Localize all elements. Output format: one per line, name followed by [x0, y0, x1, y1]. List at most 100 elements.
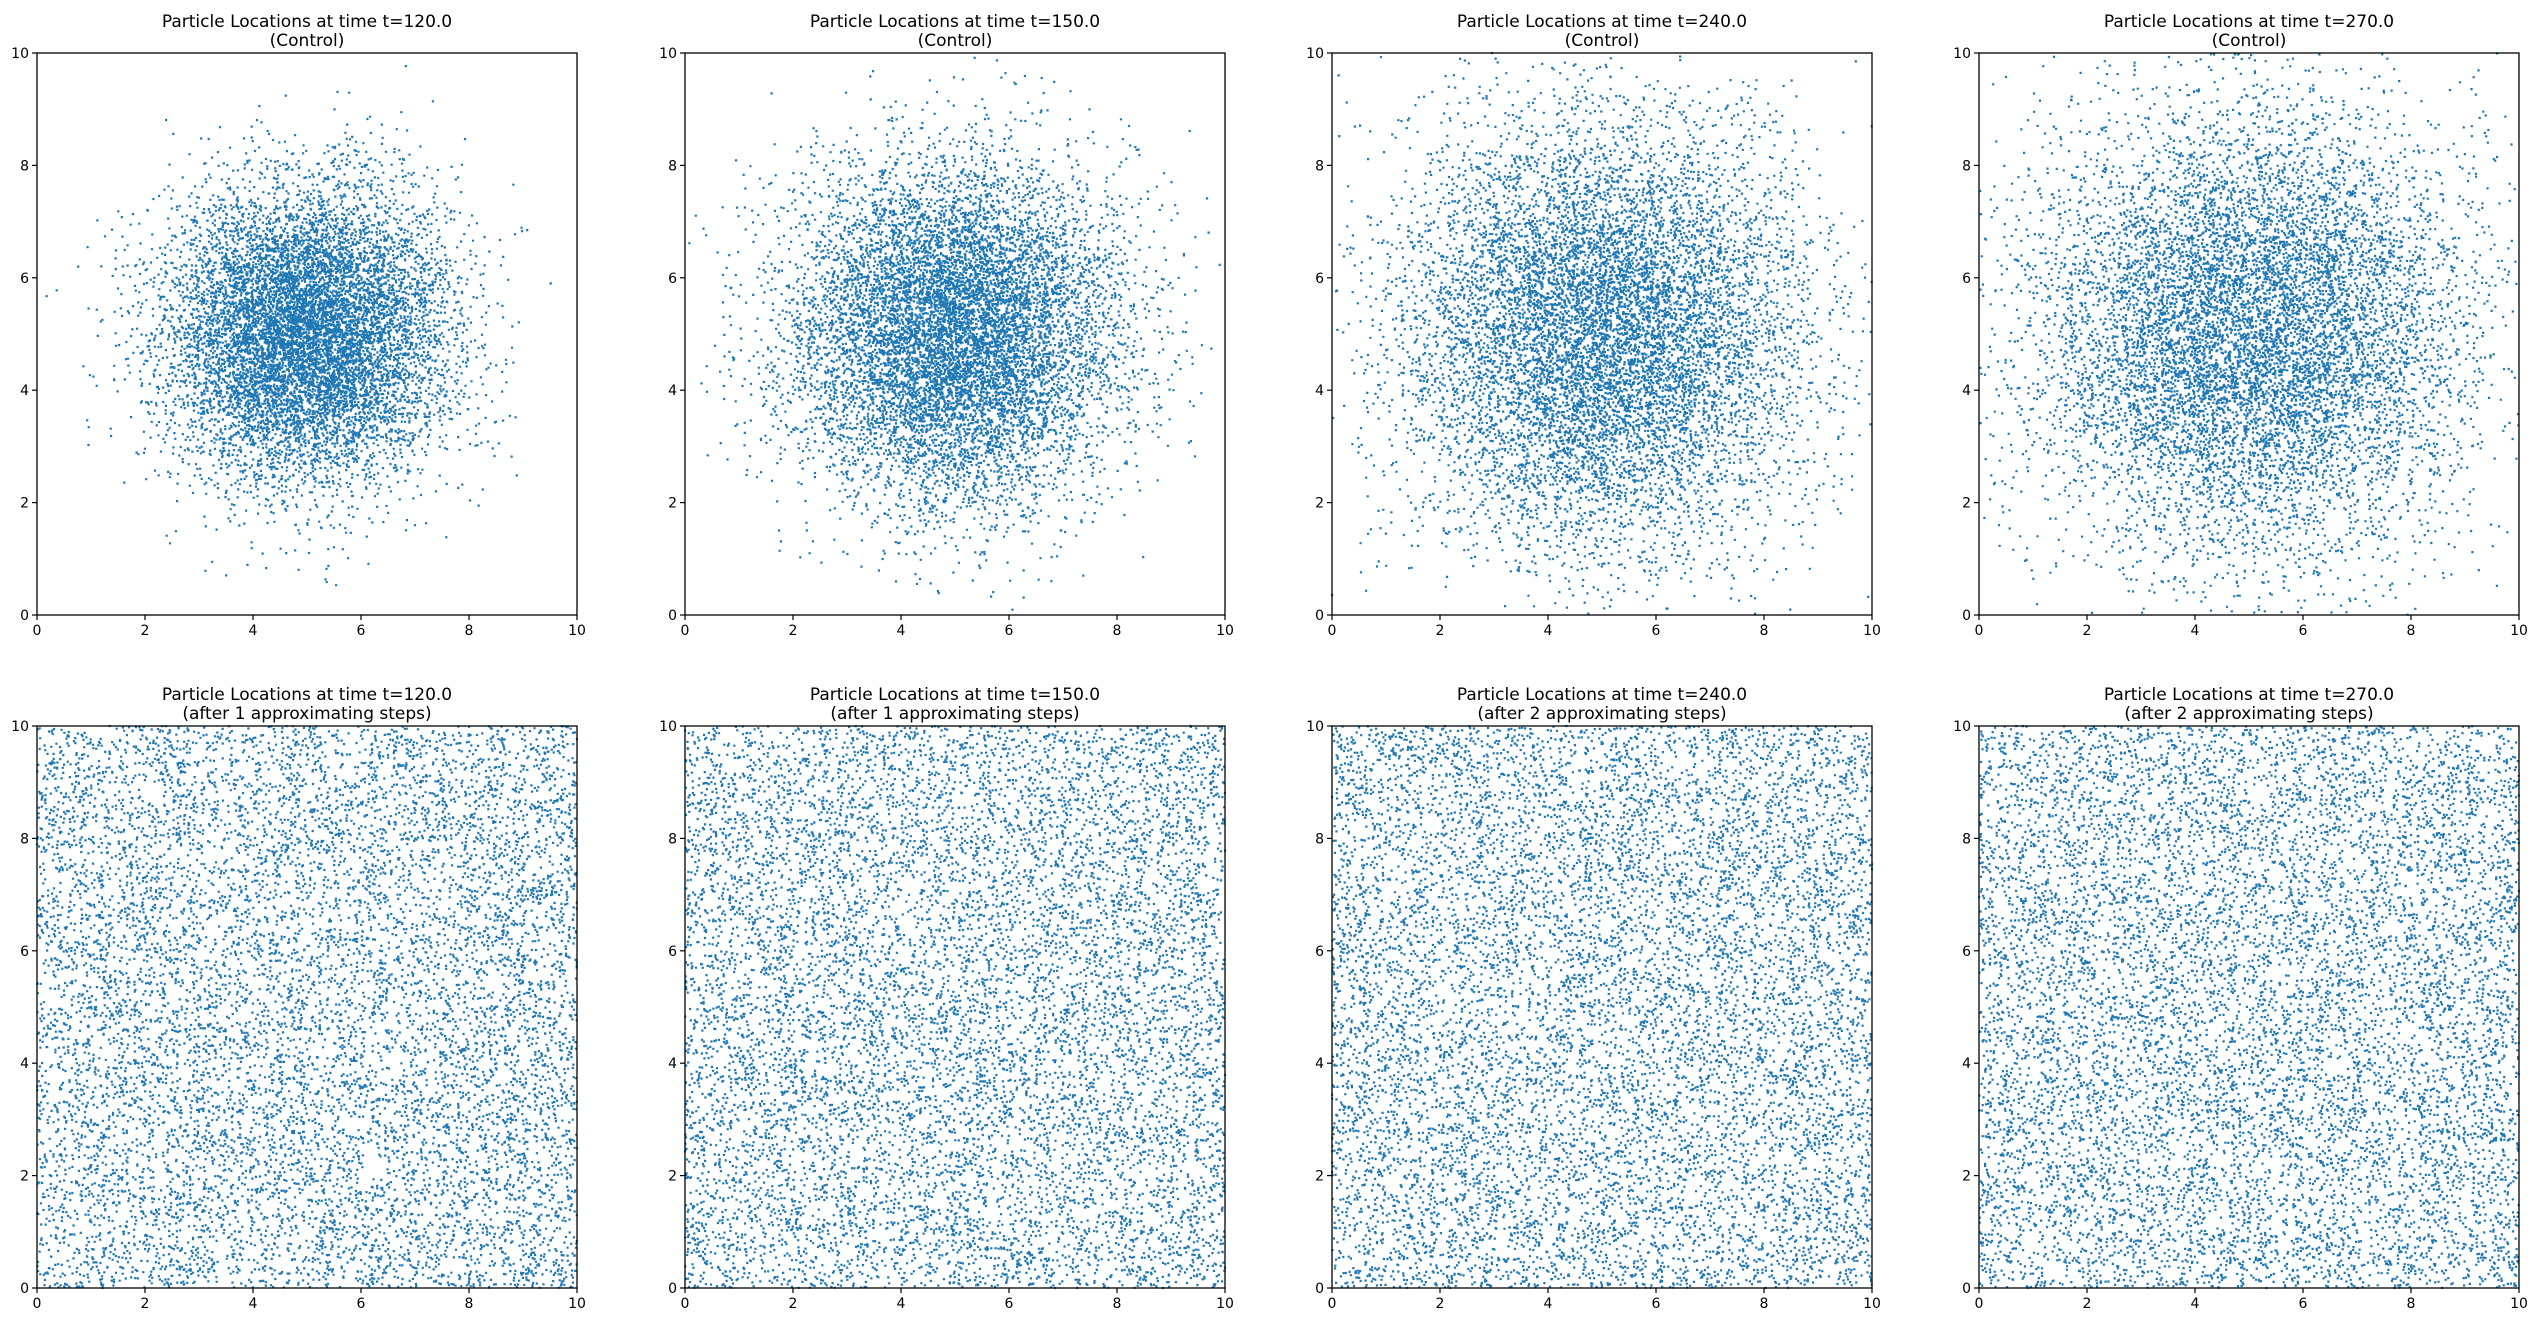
- subplot-subtitle: (Control): [918, 31, 993, 51]
- subplot-title: Particle Locations at time t=240.0: [1457, 685, 1747, 705]
- scatter-marker-set: [1330, 724, 1874, 1289]
- x-tick-label: 6: [357, 1296, 366, 1312]
- x-tick-label: 0: [1328, 623, 1337, 639]
- subplot-title: Particle Locations at time t=270.0: [2104, 12, 2394, 32]
- x-tick-label: 0: [1328, 1296, 1337, 1312]
- x-tick-label: 8: [1760, 623, 1769, 639]
- y-tick-label: 6: [668, 271, 677, 287]
- subplot-subtitle: (after 2 approximating steps): [2124, 704, 2373, 724]
- y-tick-label: 0: [20, 1281, 29, 1297]
- y-tick-label: 10: [1953, 46, 1971, 62]
- scatter-points: [684, 724, 1227, 1290]
- subplot-title: Particle Locations at time t=150.0: [810, 12, 1100, 32]
- y-tick-label: 8: [20, 158, 29, 174]
- y-tick-label: 0: [668, 608, 677, 624]
- subplot-title: Particle Locations at time t=150.0: [810, 685, 1100, 705]
- x-tick-label: 2: [2083, 623, 2092, 639]
- y-tick-label: 2: [668, 496, 677, 512]
- y-tick-label: 0: [1315, 608, 1324, 624]
- y-tick-label: 0: [1315, 1281, 1324, 1297]
- y-tick-label: 10: [1306, 719, 1324, 735]
- y-tick-label: 4: [20, 383, 29, 399]
- axes-frame: [684, 725, 1226, 1289]
- x-tick-label: 0: [1975, 623, 1984, 639]
- scatter-points: [1979, 52, 2520, 616]
- y-tick-label: 6: [668, 944, 677, 960]
- y-tick-label: 8: [1315, 158, 1324, 174]
- x-tick-label: 0: [1975, 1296, 1984, 1312]
- subplot-5: Particle Locations at time t=120.0(after…: [11, 685, 586, 1312]
- x-tick-label: 6: [1652, 623, 1661, 639]
- scatter-points: [688, 56, 1221, 611]
- subplot-subtitle: (after 2 approximating steps): [1477, 704, 1726, 724]
- x-tick-label: 2: [1436, 1296, 1445, 1312]
- y-tick-label: 6: [1962, 271, 1971, 287]
- x-tick-label: 4: [1544, 623, 1553, 639]
- x-tick-label: 4: [897, 1296, 906, 1312]
- y-tick-label: 2: [1962, 496, 1971, 512]
- y-tick-label: 10: [1306, 46, 1324, 62]
- x-tick-label: 4: [249, 623, 258, 639]
- y-tick-label: 2: [20, 1169, 29, 1185]
- y-tick-label: 2: [1315, 496, 1324, 512]
- y-tick-label: 0: [668, 1281, 677, 1297]
- y-tick-label: 6: [20, 944, 29, 960]
- y-tick-label: 4: [668, 383, 677, 399]
- x-tick-label: 4: [897, 623, 906, 639]
- x-tick-label: 10: [1863, 623, 1881, 639]
- x-tick-label: 10: [1863, 1296, 1881, 1312]
- x-tick-label: 10: [1216, 623, 1234, 639]
- y-tick-label: 8: [1962, 158, 1971, 174]
- y-tick-label: 4: [1315, 1056, 1324, 1072]
- axes-frame: [1978, 725, 2520, 1289]
- x-tick-label: 2: [141, 1296, 150, 1312]
- x-tick-label: 8: [2407, 623, 2416, 639]
- axes-frame: [684, 52, 1226, 616]
- y-tick-label: 10: [11, 46, 29, 62]
- axes-frame: [36, 52, 578, 616]
- x-tick-label: 6: [1005, 623, 1014, 639]
- x-tick-label: 10: [568, 623, 586, 639]
- y-tick-label: 4: [20, 1056, 29, 1072]
- x-tick-label: 10: [2510, 1296, 2528, 1312]
- x-tick-label: 4: [1544, 1296, 1553, 1312]
- x-tick-label: 6: [2299, 1296, 2308, 1312]
- x-tick-label: 2: [141, 623, 150, 639]
- y-tick-label: 0: [20, 608, 29, 624]
- x-tick-label: 0: [681, 1296, 690, 1312]
- subplot-3: Particle Locations at time t=240.0(Contr…: [1306, 12, 1881, 639]
- y-tick-label: 6: [1962, 944, 1971, 960]
- x-tick-label: 8: [465, 1296, 474, 1312]
- subplot-title: Particle Locations at time t=240.0: [1457, 12, 1747, 32]
- x-tick-label: 8: [2407, 1296, 2416, 1312]
- x-tick-label: 10: [568, 1296, 586, 1312]
- y-tick-label: 8: [1315, 831, 1324, 847]
- y-tick-label: 4: [1962, 383, 1971, 399]
- y-tick-label: 6: [20, 271, 29, 287]
- y-tick-label: 10: [11, 719, 29, 735]
- x-tick-label: 6: [1005, 1296, 1014, 1312]
- x-tick-label: 6: [2299, 623, 2308, 639]
- subplot-6: Particle Locations at time t=150.0(after…: [659, 685, 1234, 1312]
- y-tick-label: 2: [668, 1169, 677, 1185]
- subplot-2: Particle Locations at time t=150.0(Contr…: [659, 12, 1234, 639]
- y-tick-label: 8: [20, 831, 29, 847]
- scatter-points: [35, 724, 579, 1290]
- scatter-marker-set: [684, 724, 1227, 1290]
- scatter-marker-set: [1331, 51, 1873, 615]
- y-tick-label: 4: [1962, 1056, 1971, 1072]
- x-tick-label: 0: [33, 623, 42, 639]
- x-tick-label: 8: [465, 623, 474, 639]
- y-tick-label: 6: [1315, 944, 1324, 960]
- subplot-subtitle: (after 1 approximating steps): [830, 704, 1079, 724]
- y-tick-label: 2: [20, 496, 29, 512]
- subplot-8: Particle Locations at time t=270.0(after…: [1953, 685, 2528, 1312]
- x-tick-label: 0: [33, 1296, 42, 1312]
- scatter-marker-set: [688, 56, 1221, 611]
- x-tick-label: 2: [789, 1296, 798, 1312]
- y-tick-label: 2: [1962, 1169, 1971, 1185]
- scatter-points: [1331, 51, 1873, 615]
- y-tick-label: 8: [668, 831, 677, 847]
